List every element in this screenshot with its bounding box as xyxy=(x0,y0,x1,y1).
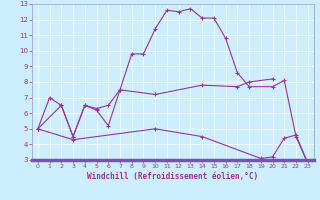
X-axis label: Windchill (Refroidissement éolien,°C): Windchill (Refroidissement éolien,°C) xyxy=(87,172,258,181)
